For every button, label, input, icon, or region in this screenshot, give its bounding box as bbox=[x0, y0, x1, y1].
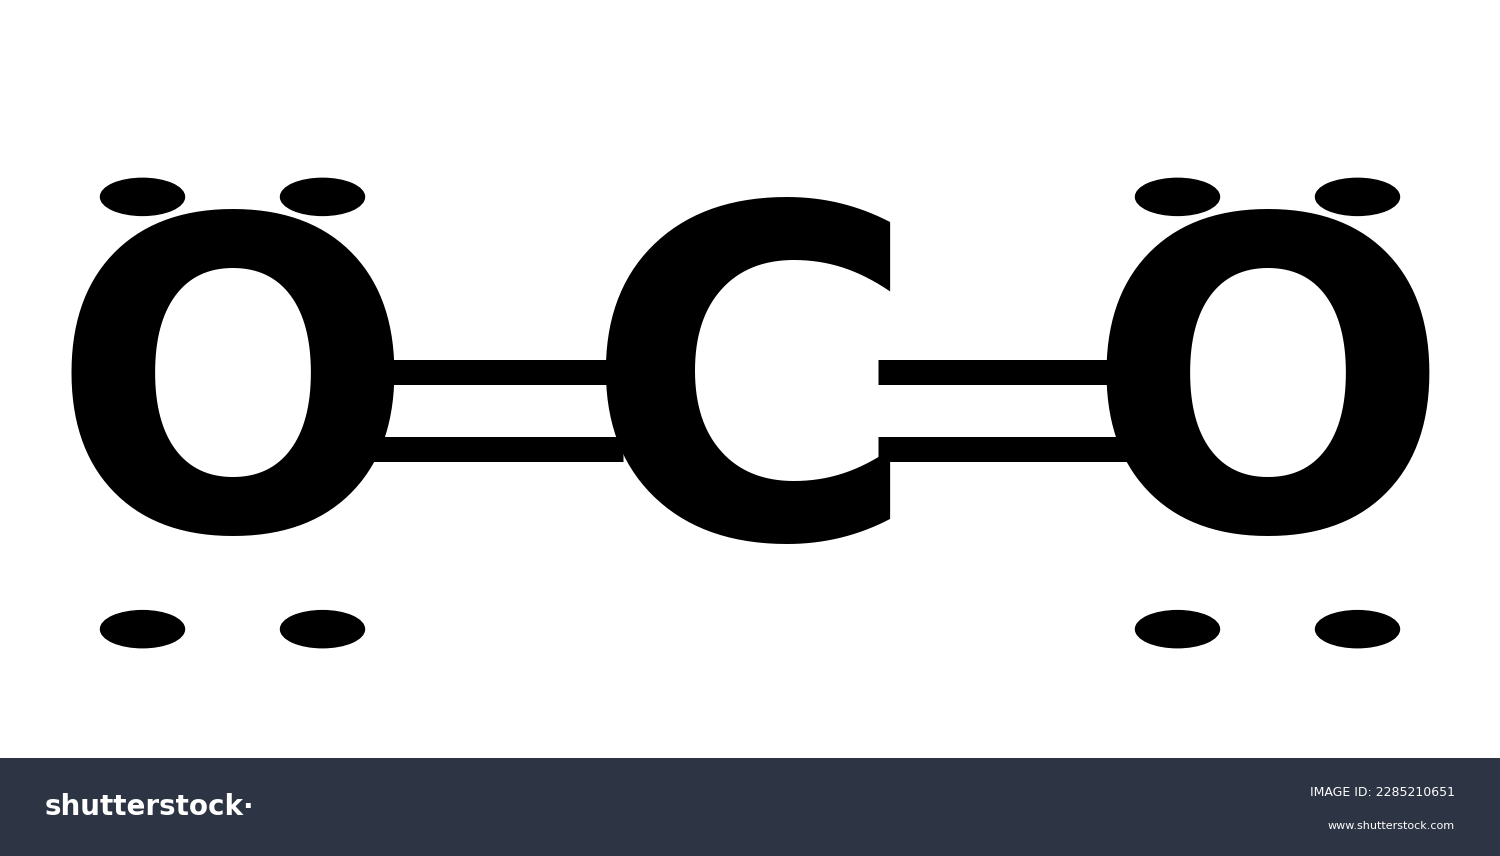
Text: shutterstock·: shutterstock· bbox=[45, 793, 255, 821]
Bar bbox=[0, 758, 1500, 856]
Ellipse shape bbox=[1136, 610, 1220, 648]
Ellipse shape bbox=[1316, 610, 1400, 648]
Ellipse shape bbox=[100, 610, 184, 648]
Ellipse shape bbox=[280, 610, 364, 648]
Text: IMAGE ID: 2285210651: IMAGE ID: 2285210651 bbox=[1310, 786, 1455, 799]
Ellipse shape bbox=[280, 178, 364, 216]
Text: O: O bbox=[50, 202, 416, 620]
Text: C: C bbox=[582, 189, 918, 633]
Ellipse shape bbox=[100, 178, 184, 216]
Ellipse shape bbox=[1316, 178, 1400, 216]
Ellipse shape bbox=[1136, 178, 1220, 216]
Text: www.shutterstock.com: www.shutterstock.com bbox=[1328, 822, 1455, 831]
Text: O: O bbox=[1084, 202, 1450, 620]
